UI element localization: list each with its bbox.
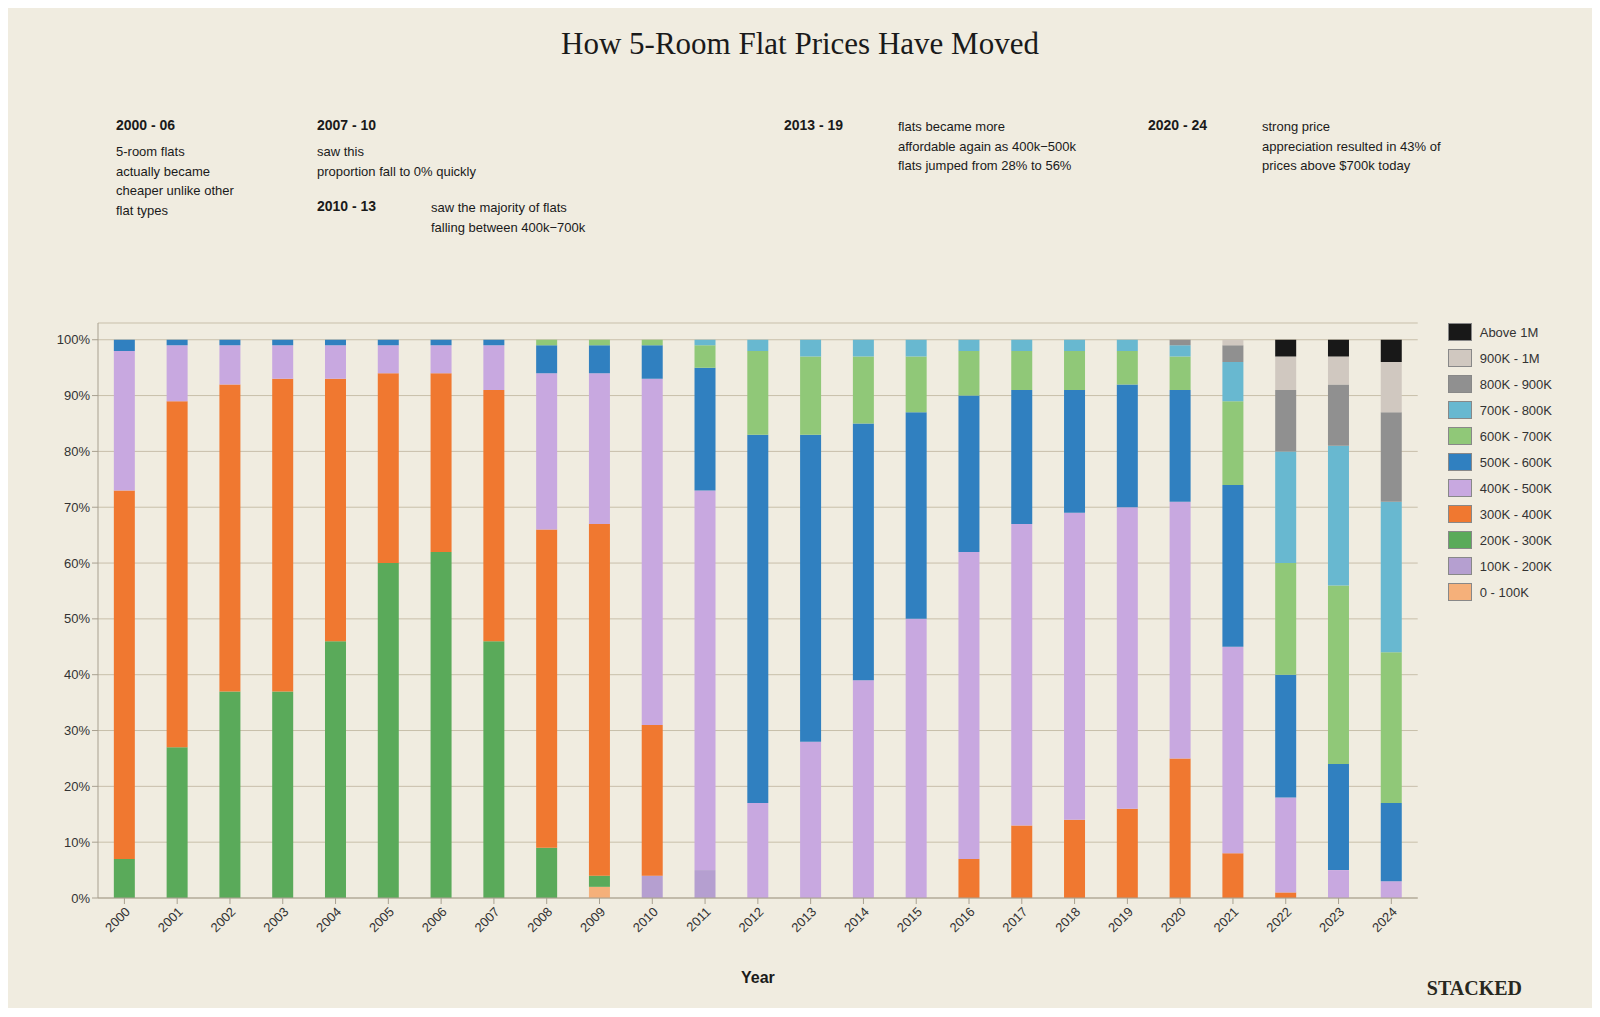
html-text:STACKED: STACKED — [1426, 977, 1522, 999]
svg-text:Year: Year — [741, 969, 775, 986]
svg-text:2011: 2011 — [683, 904, 713, 934]
html-text:2010 - 13: 2010 - 13 — [317, 198, 377, 214]
svg-text:2017: 2017 — [999, 904, 1030, 935]
html-text:Above 1M: Above 1M — [1479, 324, 1539, 340]
html-text:saw this proportion fall to 0%: saw this proportion fall to 0% quickly — [317, 144, 476, 179]
html-text:900K - 1M: 900K - 1M — [1479, 350, 1540, 366]
svg-text:2000: 2000 — [102, 904, 133, 935]
html-text:2013 - 19: 2013 - 19 — [784, 117, 844, 133]
html-text:2020 - 24: 2020 - 24 — [1148, 117, 1208, 133]
svg-text:70%: 70% — [64, 500, 90, 515]
svg-text:2016: 2016 — [947, 904, 978, 935]
svg-text:2020: 2020 — [1158, 904, 1189, 935]
svg-text:20%: 20% — [64, 779, 90, 794]
svg-text:2009: 2009 — [577, 904, 608, 935]
html-text:300K - 400K: 300K - 400K — [1479, 506, 1552, 522]
html-text:800K - 900K: 800K - 900K — [1479, 376, 1552, 392]
svg-text:100%: 100% — [57, 332, 91, 347]
svg-text:2018: 2018 — [1052, 904, 1083, 935]
svg-text:10%: 10% — [64, 835, 90, 850]
svg-text:2001: 2001 — [155, 904, 186, 935]
svg-text:2013: 2013 — [788, 904, 819, 935]
html-text:100K - 200K: 100K - 200K — [1479, 558, 1552, 574]
svg-text:2022: 2022 — [1263, 904, 1294, 935]
svg-text:90%: 90% — [64, 388, 90, 403]
svg-text:2006: 2006 — [419, 904, 450, 935]
svg-text:2008: 2008 — [524, 904, 555, 935]
html-text:500K - 600K: 500K - 600K — [1479, 454, 1552, 470]
html-text:400K - 500K: 400K - 500K — [1479, 480, 1552, 496]
svg-text:2024: 2024 — [1369, 904, 1400, 935]
html-text:5-room flats actually became c: 5-room flats actually became cheaper unl… — [116, 144, 234, 218]
svg-text:2007: 2007 — [472, 904, 503, 935]
svg-text:2003: 2003 — [260, 904, 291, 935]
html-text:200K - 300K: 200K - 300K — [1479, 532, 1552, 548]
svg-text:30%: 30% — [64, 723, 90, 738]
svg-text:40%: 40% — [64, 667, 90, 682]
svg-text:2019: 2019 — [1105, 904, 1136, 935]
html-text:600K - 700K: 600K - 700K — [1479, 428, 1552, 444]
svg-text:0%: 0% — [71, 891, 90, 906]
svg-text:2015: 2015 — [894, 904, 925, 935]
html-text:2000 - 06: 2000 - 06 — [116, 117, 176, 133]
svg-text:2021: 2021 — [1211, 904, 1242, 935]
svg-text:80%: 80% — [64, 444, 90, 459]
svg-text:2005: 2005 — [366, 904, 397, 935]
html-text:strong price appreciation resu: strong price appreciation resulted in 43… — [1262, 119, 1441, 173]
html-text:How 5-Room Flat Prices Have Mo: How 5-Room Flat Prices Have Moved — [561, 26, 1039, 61]
svg-text:2004: 2004 — [313, 904, 344, 935]
svg-text:2014: 2014 — [841, 904, 872, 935]
html-text:700K - 800K: 700K - 800K — [1479, 402, 1552, 418]
html-text:flats became more affordable a: flats became more affordable again as 40… — [898, 119, 1076, 173]
svg-text:2010: 2010 — [630, 904, 661, 935]
svg-text:60%: 60% — [64, 556, 90, 571]
svg-text:2023: 2023 — [1316, 904, 1347, 935]
svg-text:2012: 2012 — [735, 904, 766, 935]
html-text:0 - 100K: 0 - 100K — [1479, 584, 1529, 600]
svg-text:50%: 50% — [64, 611, 90, 626]
html-text:saw the majority of flats fall: saw the majority of flats falling betwee… — [431, 200, 586, 235]
html-text:2007 - 10: 2007 - 10 — [317, 117, 377, 133]
svg-text:2002: 2002 — [208, 904, 239, 935]
